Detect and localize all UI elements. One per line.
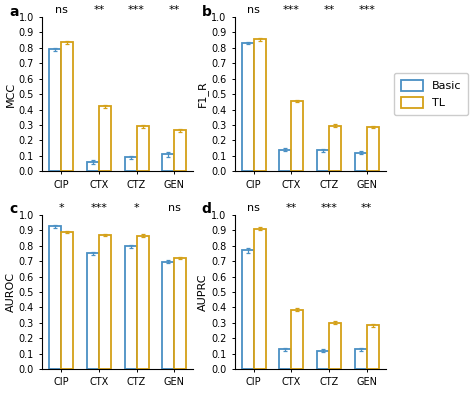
Bar (61, 232, 73, 369)
Text: b: b (201, 5, 211, 18)
Bar (355, 349, 367, 369)
Bar (242, 250, 254, 369)
Bar (254, 39, 266, 171)
Bar (279, 349, 292, 369)
Bar (137, 236, 149, 369)
Text: ***: *** (320, 203, 337, 213)
Bar (292, 101, 303, 171)
Bar (367, 127, 379, 171)
Legend: Basic, TL: Basic, TL (394, 73, 468, 115)
Text: **: ** (169, 6, 180, 15)
Text: ***: *** (91, 203, 107, 213)
Bar (99, 107, 111, 171)
Text: ***: *** (283, 6, 300, 15)
Text: ns: ns (168, 203, 181, 213)
Bar (292, 310, 303, 369)
Text: d: d (201, 202, 211, 217)
Text: a: a (9, 5, 18, 18)
Bar (137, 127, 149, 171)
Bar (87, 253, 99, 369)
Bar (99, 235, 111, 369)
Text: *: * (134, 203, 139, 213)
Bar (87, 162, 99, 171)
Text: ns: ns (247, 6, 260, 15)
Bar (242, 43, 254, 171)
Y-axis label: F1_R: F1_R (197, 81, 208, 107)
Bar (174, 130, 186, 171)
Bar (254, 229, 266, 369)
Text: *: * (58, 203, 64, 213)
Text: **: ** (323, 6, 335, 15)
Text: c: c (9, 202, 18, 217)
Text: ns: ns (247, 203, 260, 213)
Y-axis label: AUPRC: AUPRC (198, 273, 208, 311)
Bar (162, 154, 174, 171)
Bar (317, 151, 329, 171)
Bar (317, 351, 329, 369)
Y-axis label: AUROC: AUROC (6, 272, 16, 312)
Bar (279, 150, 292, 171)
Text: ***: *** (128, 6, 145, 15)
Bar (49, 50, 61, 171)
Bar (329, 126, 341, 171)
Bar (329, 323, 341, 369)
Bar (125, 157, 137, 171)
Bar (367, 325, 379, 369)
Bar (174, 258, 186, 369)
Bar (162, 262, 174, 369)
Bar (355, 153, 367, 171)
Text: ns: ns (55, 6, 68, 15)
Bar (125, 246, 137, 369)
Bar (61, 42, 73, 171)
Text: **: ** (361, 203, 372, 213)
Y-axis label: MCC: MCC (6, 81, 16, 107)
Text: ***: *** (358, 6, 375, 15)
Text: **: ** (93, 6, 104, 15)
Text: **: ** (286, 203, 297, 213)
Bar (49, 226, 61, 369)
